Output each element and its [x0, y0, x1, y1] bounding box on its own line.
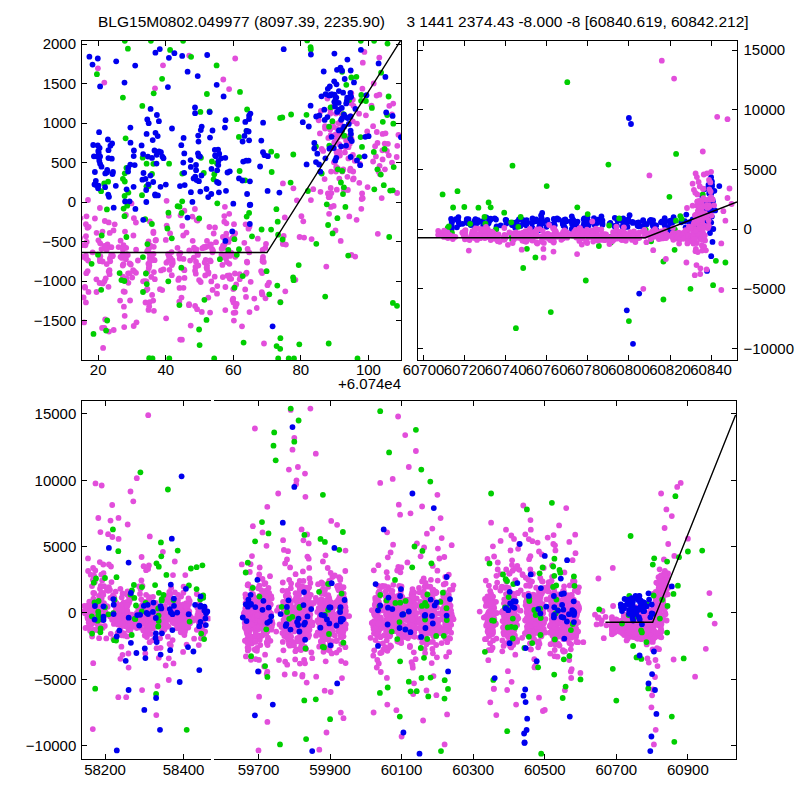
svg-text:0: 0	[68, 604, 76, 621]
svg-text:−10000: −10000	[744, 340, 794, 357]
svg-text:−10000: −10000	[26, 737, 76, 754]
svg-text:40: 40	[157, 361, 174, 378]
svg-text:+6.074e4: +6.074e4	[338, 375, 401, 392]
svg-text:3 1441 2374.43 -8.000 -8 [6084: 3 1441 2374.43 -8.000 -8 [60840.619, 608…	[406, 13, 748, 30]
svg-text:60: 60	[225, 361, 242, 378]
svg-text:59700: 59700	[238, 761, 280, 778]
svg-text:60100: 60100	[381, 761, 423, 778]
svg-text:−5000: −5000	[744, 280, 786, 297]
svg-text:2000: 2000	[43, 35, 76, 52]
svg-text:0: 0	[744, 220, 752, 237]
svg-text:59900: 59900	[309, 761, 351, 778]
svg-text:15000: 15000	[35, 405, 77, 422]
svg-text:−1000: −1000	[34, 272, 76, 289]
svg-text:60840: 60840	[690, 361, 732, 378]
svg-text:10000: 10000	[744, 101, 786, 118]
svg-text:60700: 60700	[403, 361, 445, 378]
svg-text:0: 0	[68, 193, 76, 210]
svg-text:60740: 60740	[485, 361, 527, 378]
svg-text:−500: −500	[42, 233, 76, 250]
svg-text:5000: 5000	[744, 161, 777, 178]
svg-text:5000: 5000	[43, 538, 76, 555]
svg-text:58200: 58200	[84, 761, 126, 778]
svg-text:60820: 60820	[649, 361, 691, 378]
svg-text:BLG15M0802.049977 (8097.39, 22: BLG15M0802.049977 (8097.39, 2235.90)	[98, 13, 385, 30]
svg-text:60800: 60800	[608, 361, 650, 378]
svg-text:1500: 1500	[43, 75, 76, 92]
svg-text:60700: 60700	[595, 761, 637, 778]
svg-text:60780: 60780	[567, 361, 609, 378]
svg-text:60900: 60900	[667, 761, 709, 778]
svg-text:10000: 10000	[35, 472, 77, 489]
svg-text:500: 500	[51, 154, 76, 171]
svg-text:15000: 15000	[744, 41, 786, 58]
svg-text:60760: 60760	[526, 361, 568, 378]
svg-text:−5000: −5000	[34, 671, 76, 688]
svg-text:20: 20	[90, 361, 107, 378]
svg-text:−1500: −1500	[34, 312, 76, 329]
svg-text:1000: 1000	[43, 114, 76, 131]
svg-text:58400: 58400	[163, 761, 205, 778]
svg-text:80: 80	[292, 361, 309, 378]
svg-text:60720: 60720	[444, 361, 486, 378]
svg-text:60300: 60300	[452, 761, 494, 778]
svg-text:60500: 60500	[524, 761, 566, 778]
